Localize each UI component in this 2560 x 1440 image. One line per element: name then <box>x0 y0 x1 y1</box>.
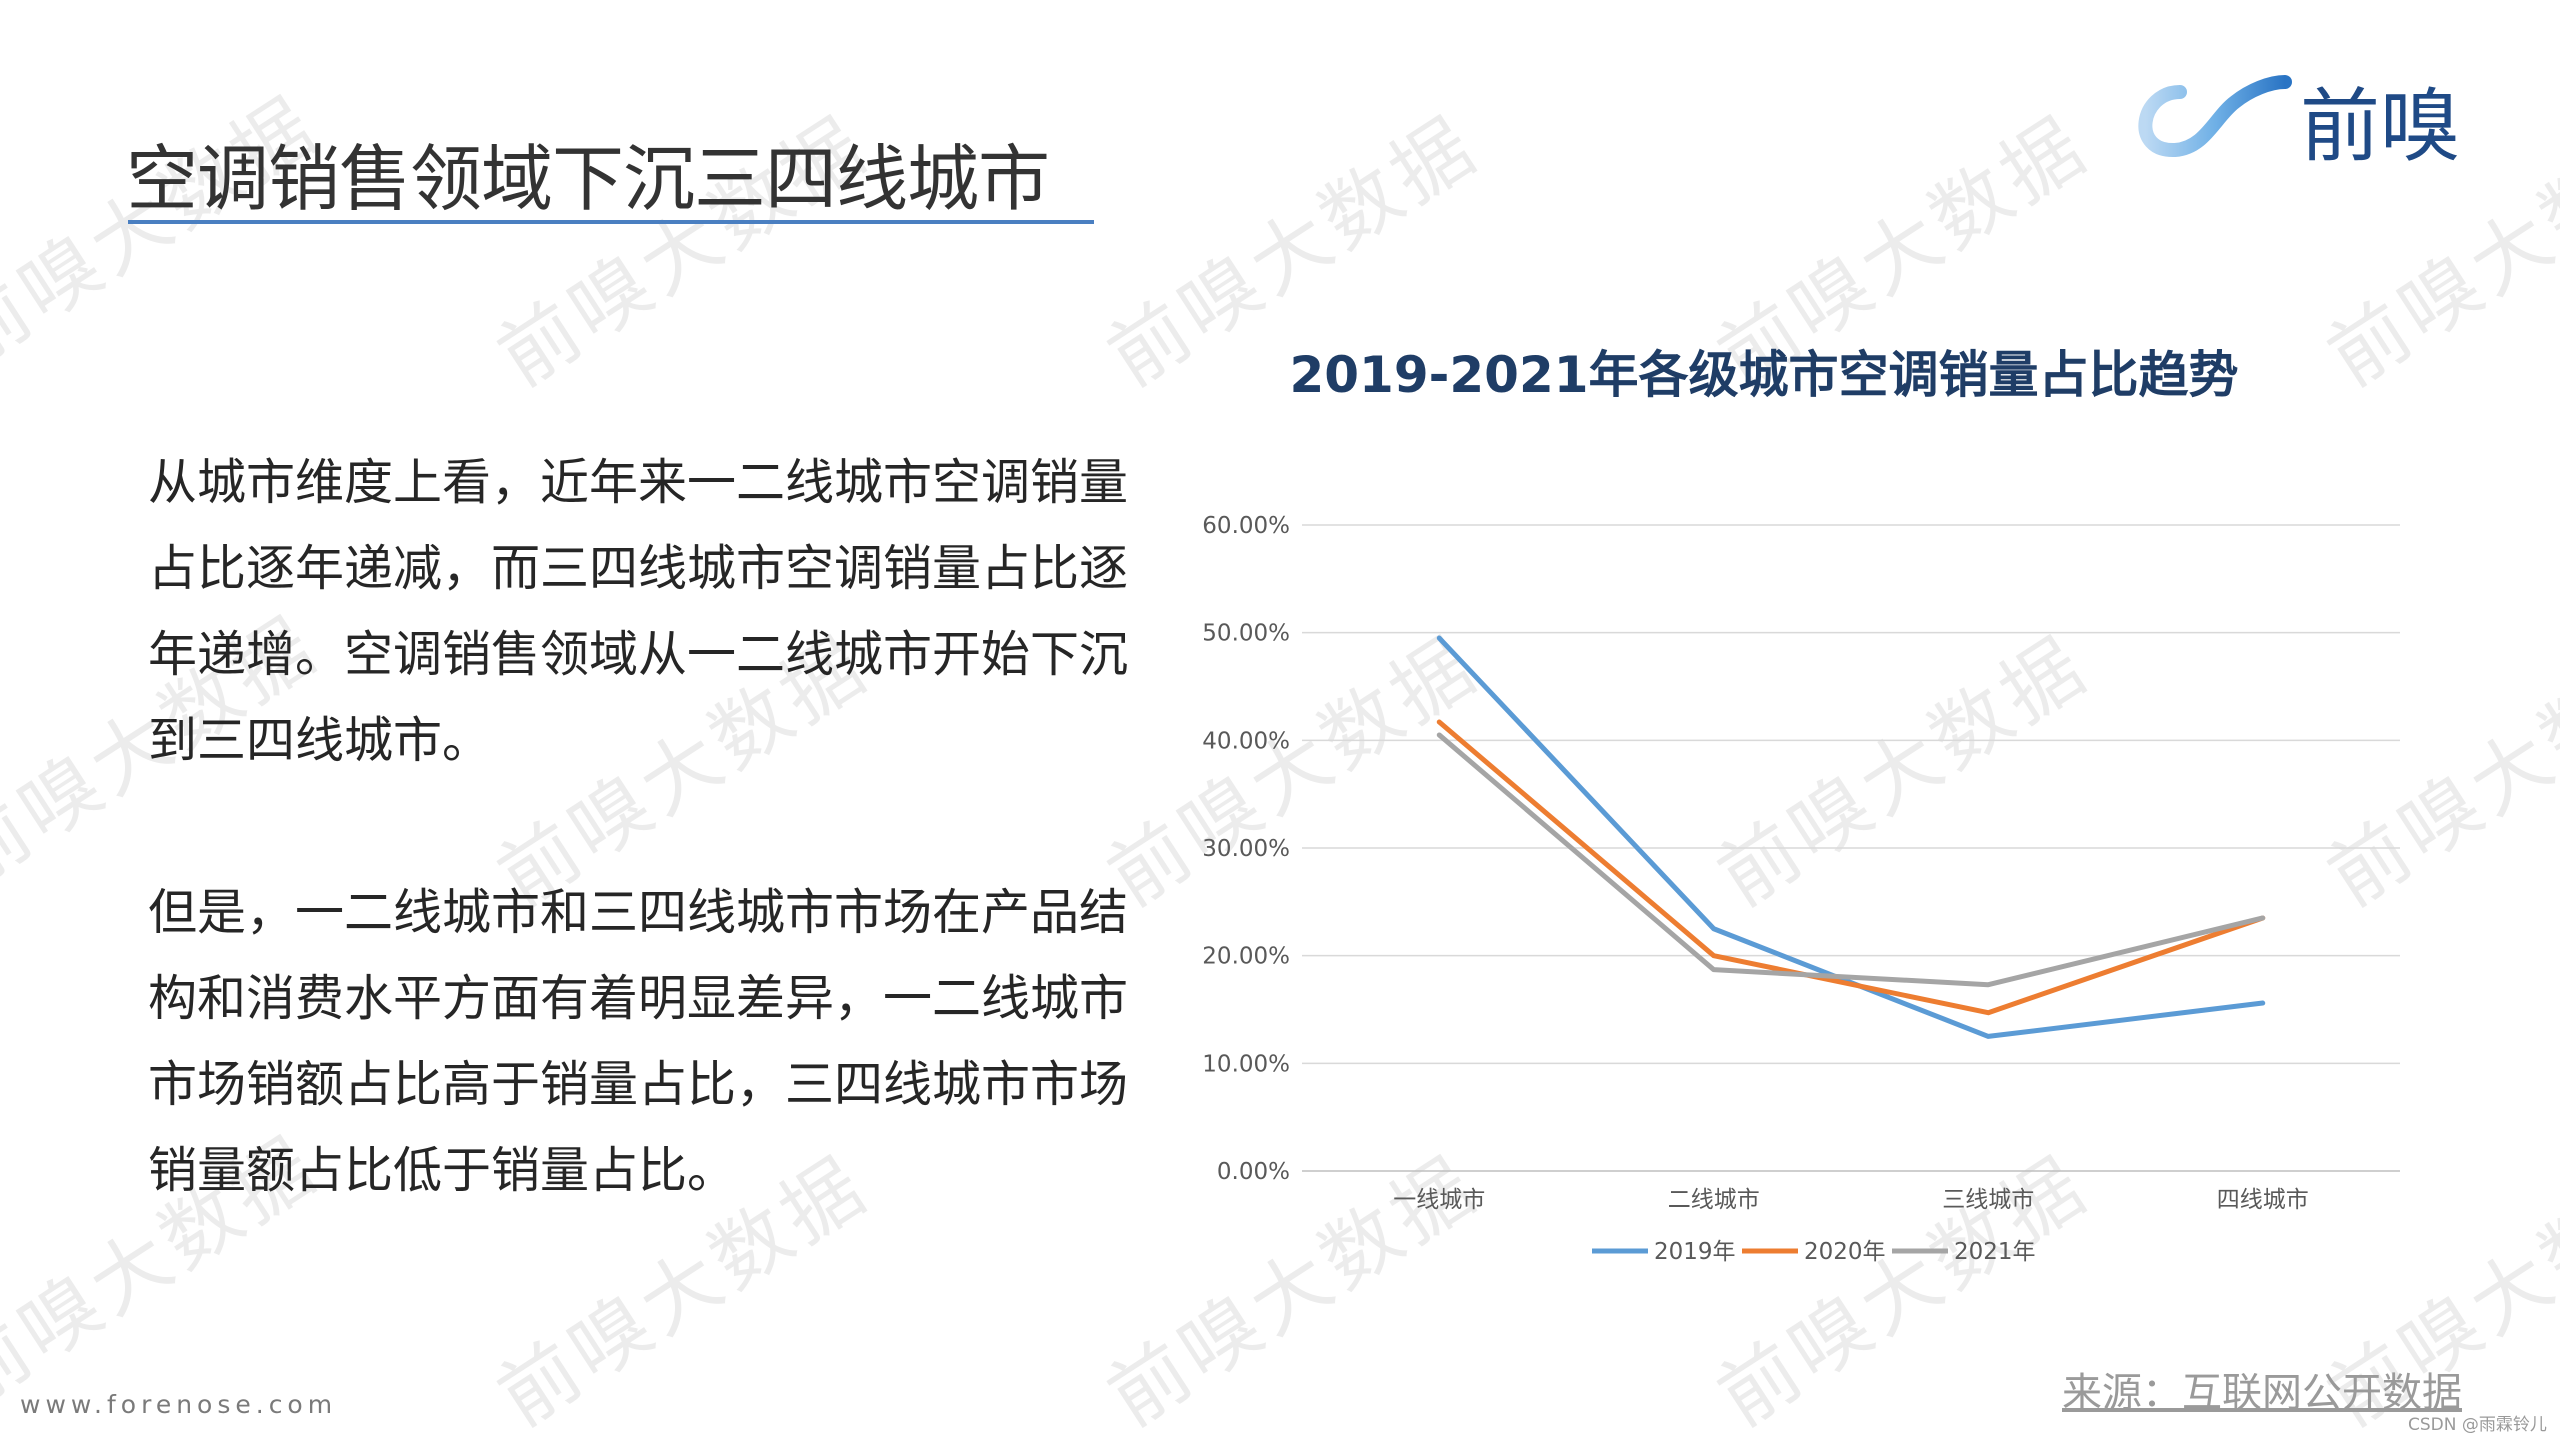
y-tick-label: 0.00% <box>1217 1159 1290 1185</box>
title-underline <box>128 220 1094 224</box>
legend-label: 2019年 <box>1654 1239 1736 1265</box>
x-tick-label: 四线城市 <box>2217 1187 2309 1213</box>
y-tick-label: 20.00% <box>1202 944 1290 970</box>
y-tick-label: 60.00% <box>1202 513 1290 539</box>
chart-grid <box>1302 524 2400 1172</box>
legend-label: 2021年 <box>1954 1239 2036 1265</box>
y-tick-label: 30.00% <box>1202 836 1290 862</box>
y-tick-label: 10.00% <box>1202 1051 1290 1077</box>
y-axis: 0.00% 10.00% 20.00% 30.00% 40.00% 50.00% 60.00… <box>1202 513 1290 1185</box>
x-tick-label: 一线城市 <box>1393 1187 1485 1213</box>
paragraph-2: 但是，一二线城市和三四线城市市场在产品结构和消费水平方面有着明显差异，一二线城市… <box>148 884 1129 1199</box>
y-tick-label: 50.00% <box>1202 621 1290 647</box>
logo-text: 前嗅 <box>2300 80 2460 173</box>
website-url[interactable]: www.forenose.com <box>20 1390 338 1419</box>
chart-title: 2019-2021年各级城市空调销量占比趋势 <box>1289 346 2238 404</box>
x-tick-label: 二线城市 <box>1668 1187 1760 1213</box>
x-tick-label: 三线城市 <box>1942 1187 2034 1213</box>
credit-label: CSDN @雨霖铃儿 <box>2408 1415 2547 1435</box>
paragraph-1: 从城市维度上看，近年来一二线城市空调销量占比逐年递减，而三四线城市空调销量占比逐… <box>148 454 1129 769</box>
legend-label: 2020年 <box>1804 1239 1886 1265</box>
series-line-2020年 <box>1436 719 2266 1016</box>
y-tick-label: 40.00% <box>1202 728 1290 754</box>
x-axis: 一线城市 二线城市 三线城市 四线城市 <box>1393 1187 2309 1213</box>
chart-legend: 2019年 2020年 2021年 <box>1592 1239 2036 1265</box>
source-note: 来源：互联网公开数据 <box>2062 1370 2462 1416</box>
chart-series <box>1436 635 2266 1039</box>
series-line-2021年 <box>1436 732 2266 988</box>
page-title: 空调销售领域下沉三四线城市 <box>126 137 1050 221</box>
wave-logo-icon <box>2138 75 2292 157</box>
